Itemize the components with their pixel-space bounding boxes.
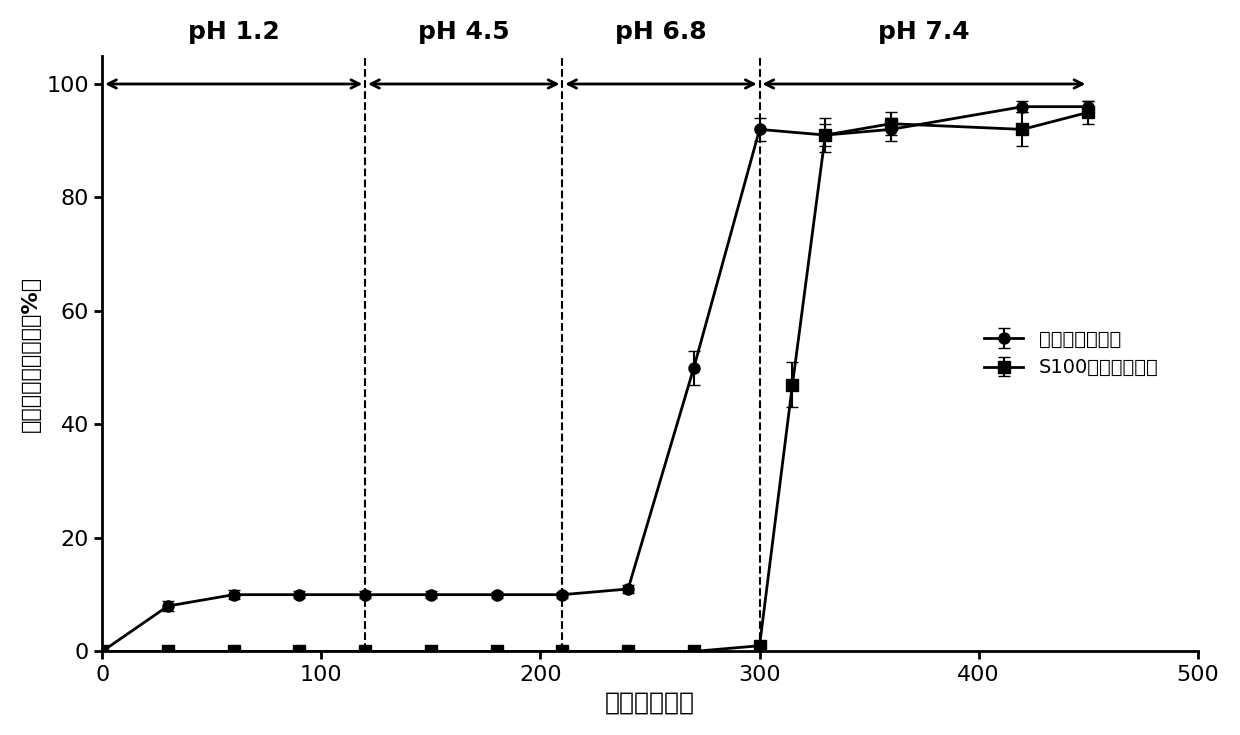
Text: pH 6.8: pH 6.8	[615, 21, 707, 44]
Legend: 胰岛素固体飗粒, S100包衣肠溶胶囊: 胰岛素固体飗粒, S100包衣肠溶胶囊	[976, 322, 1166, 385]
Y-axis label: 累积胰岛素释放量（%）: 累积胰岛素释放量（%）	[21, 276, 41, 431]
Text: pH 1.2: pH 1.2	[187, 21, 279, 44]
Text: pH 4.5: pH 4.5	[418, 21, 510, 44]
X-axis label: 时间（分钟）: 时间（分钟）	[605, 690, 694, 714]
Text: pH 7.4: pH 7.4	[878, 21, 970, 44]
